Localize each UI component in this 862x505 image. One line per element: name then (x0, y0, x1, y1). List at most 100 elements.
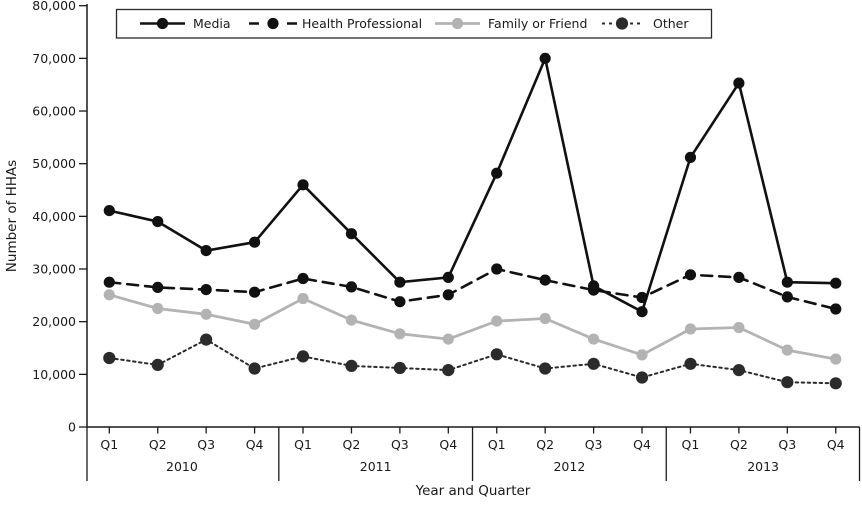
data-point-family-or-friend (200, 308, 212, 320)
year-label: 2010 (166, 459, 198, 474)
quarter-label: Q1 (294, 437, 312, 452)
data-point-health-professional (442, 289, 454, 301)
legend-item-health-professional: Health Professional (249, 16, 422, 31)
data-point-media (588, 280, 600, 292)
y-tick-label: 50,000 (32, 156, 76, 171)
data-point-health-professional (830, 303, 842, 315)
data-point-other (587, 357, 600, 370)
data-point-family-or-friend (103, 289, 115, 301)
quarter-label: Q2 (343, 437, 361, 452)
data-point-health-professional (248, 286, 261, 298)
legend: Media Health Professional Family or Frie… (115, 8, 713, 39)
data-point-family-or-friend (684, 323, 697, 335)
data-point-other (635, 371, 649, 384)
data-point-other (393, 361, 406, 375)
data-point-health-professional (394, 296, 406, 308)
legend-item-family-or-friend: Family or Friend (435, 16, 587, 31)
legend-marker-other (615, 17, 629, 30)
data-point-family-or-friend (442, 333, 454, 345)
legend-label-family-or-friend: Family or Friend (488, 16, 587, 31)
year-label: 2013 (747, 459, 779, 474)
data-point-health-professional (684, 269, 697, 281)
data-point-media (442, 271, 454, 283)
legend-label-other: Other (653, 16, 689, 31)
data-point-media (684, 151, 697, 163)
legend-marker-media (156, 17, 169, 30)
year-label: 2012 (553, 459, 585, 474)
data-point-family-or-friend (152, 302, 164, 315)
data-point-family-or-friend (297, 292, 309, 305)
data-point-other (296, 350, 310, 363)
data-point-other (829, 377, 842, 390)
y-tick-label: 60,000 (32, 104, 76, 119)
data-point-other (684, 357, 697, 370)
data-point-family-or-friend (588, 333, 600, 345)
data-point-media (781, 276, 793, 288)
y-axis-title: Number of HHAs (4, 160, 20, 272)
plot-area: 0 10,000 20,000 30,000 40,000 50,000 60,000 70,… (32, 0, 861, 481)
quarter-label: Q4 (633, 437, 651, 452)
data-point-health-professional (539, 274, 551, 286)
y-tick-label: 0 (68, 420, 76, 435)
quarter-label: Q2 (730, 437, 748, 452)
legend-label-health-professional: Health Professional (302, 16, 422, 31)
quarter-label: Q4 (439, 437, 457, 452)
series-line-family-or-friend (107, 293, 838, 361)
data-point-family-or-friend (636, 349, 648, 361)
data-point-media (152, 216, 164, 228)
y-tick-label: 40,000 (32, 209, 76, 224)
data-point-other (781, 376, 794, 389)
data-point-media (297, 179, 309, 191)
legend-marker-health-professional (267, 17, 279, 30)
legend-item-media: Media (140, 16, 231, 31)
quarter-label: Q4 (827, 437, 845, 452)
data-point-family-or-friend (248, 318, 261, 330)
quarter-label: Q4 (246, 437, 264, 452)
legend-box (115, 8, 713, 39)
quarter-label: Q3 (197, 437, 215, 452)
quarter-label: Q1 (488, 437, 506, 452)
data-point-family-or-friend (539, 312, 551, 325)
data-point-media (248, 236, 261, 248)
legend-label-media: Media (193, 16, 231, 31)
data-point-health-professional (152, 281, 164, 293)
data-point-other (539, 362, 552, 375)
data-point-other (248, 362, 261, 375)
y-tick-label: 70,000 (32, 51, 76, 66)
data-point-other (732, 364, 745, 377)
x-axis-title: Year and Quarter (415, 483, 531, 499)
data-point-media (345, 228, 358, 240)
data-point-media (103, 205, 115, 217)
data-point-health-professional (345, 281, 358, 293)
y-tick-label: 10,000 (32, 367, 76, 382)
data-point-other (490, 348, 503, 361)
data-point-media (394, 276, 406, 288)
data-point-media (539, 52, 551, 64)
series-line-media (108, 54, 838, 314)
data-point-health-professional (733, 271, 745, 283)
legend-marker-family-or-friend (451, 17, 464, 30)
y-tick-label: 20,000 (32, 314, 76, 329)
legend-item-other: Other (602, 16, 689, 31)
series-line-other (108, 338, 837, 385)
data-point-health-professional (103, 276, 115, 288)
quarter-label: Q1 (682, 437, 700, 452)
data-point-family-or-friend (345, 314, 358, 326)
data-point-family-or-friend (491, 315, 503, 327)
data-point-media (636, 306, 648, 318)
y-tick-label: 30,000 (32, 262, 76, 277)
data-point-media (200, 245, 212, 257)
data-point-family-or-friend (394, 328, 406, 340)
data-point-family-or-friend (830, 353, 842, 365)
data-point-health-professional (491, 263, 503, 275)
data-point-media (830, 277, 842, 289)
quarter-label: Q2 (536, 437, 554, 452)
data-point-other (345, 359, 358, 372)
quarter-label: Q3 (391, 437, 409, 452)
quarter-label: Q3 (778, 437, 796, 452)
y-tick-label: 80,000 (32, 0, 76, 13)
year-label: 2011 (360, 459, 392, 474)
data-point-family-or-friend (781, 344, 793, 356)
